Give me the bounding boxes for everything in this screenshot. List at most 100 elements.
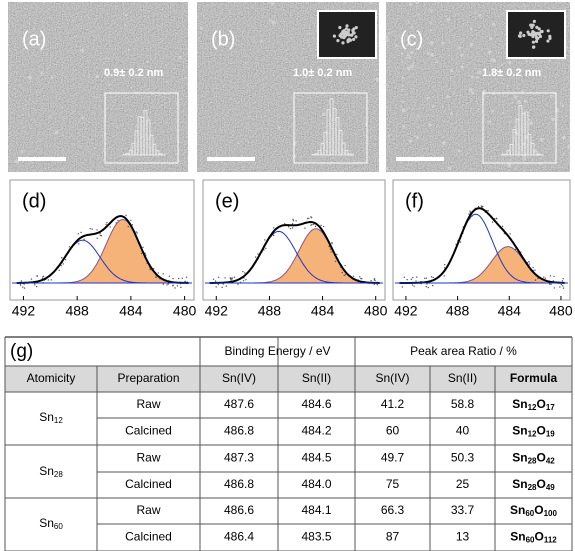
raw-point bbox=[244, 272, 245, 273]
raw-point bbox=[412, 284, 413, 285]
raw-point bbox=[481, 205, 482, 206]
particle bbox=[560, 102, 562, 104]
raw-point bbox=[444, 275, 445, 276]
cell: 484.0 bbox=[301, 477, 331, 491]
column-header: Preparation bbox=[117, 371, 179, 385]
raw-point bbox=[313, 224, 314, 225]
particle bbox=[408, 21, 410, 23]
inset-atom bbox=[519, 31, 522, 34]
particle bbox=[525, 61, 527, 63]
column-header: Sn(II) bbox=[448, 371, 477, 385]
cell: 13 bbox=[456, 530, 470, 544]
particle bbox=[95, 75, 99, 79]
particle bbox=[490, 156, 492, 158]
raw-point bbox=[91, 228, 92, 229]
formula: Sn12O19 bbox=[512, 424, 555, 439]
raw-point bbox=[563, 287, 564, 288]
particle bbox=[474, 12, 476, 14]
cell: 484.1 bbox=[301, 503, 331, 517]
particle bbox=[450, 112, 453, 115]
particle bbox=[563, 153, 565, 155]
particle bbox=[427, 52, 430, 55]
subscript: 49 bbox=[546, 483, 555, 492]
inset-atom bbox=[531, 32, 534, 35]
particle bbox=[108, 84, 110, 86]
raw-point bbox=[37, 276, 38, 277]
raw-point bbox=[48, 279, 49, 280]
raw-point bbox=[169, 276, 170, 277]
raw-point bbox=[496, 218, 497, 219]
raw-point bbox=[90, 228, 91, 229]
particle bbox=[524, 99, 527, 102]
size-label: 1.0± 0.2 nm bbox=[293, 67, 352, 79]
particle bbox=[508, 61, 511, 64]
panel-label: (f) bbox=[405, 190, 424, 212]
raw-point bbox=[310, 225, 311, 226]
subscript: 12 bbox=[54, 416, 63, 425]
particle bbox=[491, 110, 494, 113]
element: O bbox=[537, 477, 546, 491]
particle bbox=[511, 102, 513, 104]
raw-point bbox=[478, 206, 479, 207]
raw-point bbox=[559, 286, 560, 287]
raw-point bbox=[469, 210, 470, 211]
subscript: 17 bbox=[546, 403, 555, 412]
subscript: 100 bbox=[544, 509, 558, 518]
particle bbox=[375, 78, 379, 82]
group-header: Binding Energy / eV bbox=[224, 344, 330, 358]
cell: 486.8 bbox=[224, 477, 254, 491]
particle bbox=[385, 39, 389, 43]
particle bbox=[510, 159, 512, 161]
x-tick-label: 480 bbox=[364, 303, 388, 319]
raw-point bbox=[150, 269, 151, 270]
particle bbox=[223, 85, 225, 87]
scale-bar bbox=[396, 157, 444, 161]
column-header: Formula bbox=[510, 371, 558, 385]
formula: Sn12 bbox=[39, 410, 63, 425]
inset-atom bbox=[354, 35, 357, 38]
raw-point bbox=[245, 279, 246, 280]
raw-point bbox=[345, 274, 346, 275]
inset-atom bbox=[535, 32, 538, 35]
particle bbox=[545, 112, 547, 114]
x-tick-label: 484 bbox=[498, 303, 522, 319]
particle bbox=[293, 141, 297, 145]
raw-point bbox=[231, 278, 232, 279]
x-tick-label: 492 bbox=[205, 303, 229, 319]
raw-point bbox=[136, 231, 137, 232]
snii-fill bbox=[210, 229, 381, 283]
particle bbox=[476, 76, 479, 79]
particle bbox=[50, 127, 52, 129]
particle bbox=[490, 51, 492, 53]
particle bbox=[278, 126, 280, 128]
formula: Sn60O100 bbox=[510, 503, 557, 518]
cell: Raw bbox=[136, 503, 160, 517]
raw-point bbox=[320, 225, 321, 226]
x-tick-label: 480 bbox=[549, 303, 573, 319]
raw-point bbox=[162, 273, 163, 274]
raw-point bbox=[137, 232, 138, 233]
inset-atom bbox=[338, 26, 341, 29]
raw-point bbox=[404, 277, 405, 278]
raw-point bbox=[243, 280, 244, 281]
particle bbox=[402, 108, 406, 112]
particle bbox=[508, 163, 512, 167]
raw-point bbox=[550, 275, 551, 276]
raw-point bbox=[172, 278, 173, 279]
particle bbox=[523, 158, 526, 161]
raw-point bbox=[117, 220, 118, 221]
inset-atom bbox=[342, 32, 345, 35]
particle bbox=[551, 118, 555, 122]
raw-point bbox=[257, 253, 258, 254]
particle bbox=[385, 35, 388, 38]
inset-atom bbox=[532, 41, 535, 44]
element: O bbox=[537, 397, 546, 411]
cell: 66.3 bbox=[381, 503, 405, 517]
raw-point bbox=[218, 277, 219, 278]
subscript: 19 bbox=[546, 430, 555, 439]
inset-atom bbox=[518, 34, 521, 37]
raw-point bbox=[230, 279, 231, 280]
particle bbox=[105, 57, 107, 59]
particle bbox=[458, 47, 461, 50]
cell: 33.7 bbox=[451, 503, 475, 517]
